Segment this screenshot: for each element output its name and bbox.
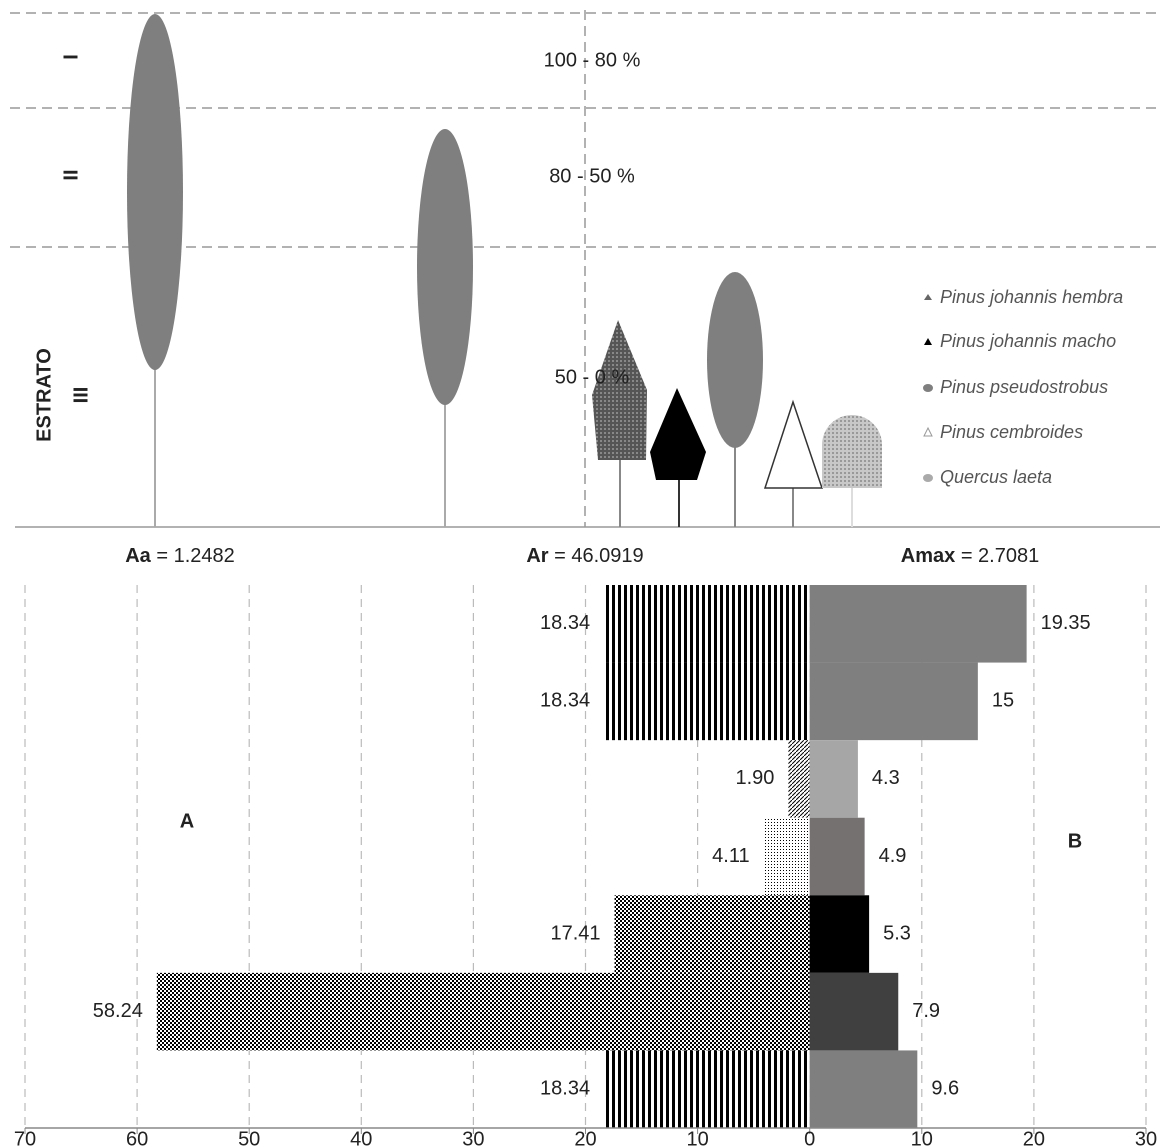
legend-icons	[923, 294, 933, 482]
side-label: A	[180, 810, 194, 832]
value-label: 17.41	[550, 922, 600, 944]
bar	[809, 1050, 918, 1128]
legend-label: Pinus johannis hembra	[940, 287, 1123, 307]
plot: 70 60 50 40 30 20 10 0 10 20 30 18.34 18.34 1.90 4.11 1…	[14, 585, 1157, 1148]
bar	[604, 1050, 810, 1128]
legend-label: Pinus johannis macho	[940, 331, 1116, 351]
x-tick-label: 30	[462, 1128, 484, 1148]
value-label: 58.24	[93, 1000, 143, 1022]
bar	[809, 662, 978, 741]
value-label: 18.34	[540, 612, 590, 634]
trees	[127, 14, 882, 527]
value-label: 4.9	[879, 845, 907, 867]
index-value: = 1.2482	[156, 545, 234, 567]
bar	[604, 662, 810, 741]
x-tick-label: 50	[238, 1128, 260, 1148]
bar	[809, 740, 858, 818]
range-label: 50 - 0 %	[555, 366, 630, 388]
bar	[604, 585, 810, 663]
x-tick-label: 10	[911, 1128, 933, 1148]
x-tick-label: 40	[350, 1128, 372, 1148]
index-name: Ar	[526, 545, 548, 567]
legend-label: Quercus laeta	[940, 467, 1052, 487]
stratum-title: ESTRATO	[33, 348, 55, 442]
value-label: 18.34	[540, 1077, 590, 1099]
value-label: 1.90	[735, 767, 774, 789]
bar	[809, 895, 870, 973]
side-label: B	[1068, 830, 1082, 852]
range-label: 100 - 80 %	[544, 49, 641, 71]
x-tick-label: 10	[686, 1128, 708, 1148]
value-label: 4.3	[872, 767, 900, 789]
value-label: 15	[992, 690, 1014, 712]
bar	[156, 972, 810, 1051]
x-tick-label: 60	[126, 1128, 148, 1148]
stratum-label: I	[60, 54, 82, 60]
legend-label: Pinus pseudostrobus	[940, 377, 1108, 397]
value-label: 9.6	[931, 1077, 959, 1099]
value-label: 4.11	[712, 845, 749, 867]
bar	[788, 740, 810, 818]
index-value: = 2.7081	[961, 545, 1039, 567]
index-label: Ar = 46.0919	[526, 545, 643, 567]
index-value: = 46.0919	[554, 545, 644, 567]
index-label: Aa = 1.2482	[125, 545, 235, 567]
index-name: Aa	[125, 545, 151, 567]
index-name: Amax	[901, 545, 955, 567]
x-tick-label: 30	[1135, 1128, 1157, 1148]
x-tick-label: 20	[574, 1128, 596, 1148]
range-label: 80 - 50 %	[549, 165, 635, 187]
value-label: 19.35	[1041, 612, 1091, 634]
bar	[809, 585, 1027, 663]
value-label: 5.3	[883, 922, 911, 944]
stratum-label: III	[70, 387, 92, 404]
bar	[809, 972, 899, 1051]
x-tick-label: 0	[804, 1128, 815, 1148]
bar	[614, 895, 810, 973]
bar	[763, 817, 810, 896]
x-tick-label: 70	[14, 1128, 36, 1148]
index-label: Amax = 2.7081	[901, 545, 1039, 567]
profile	[10, 10, 1160, 527]
stratum-label: II	[60, 169, 82, 180]
bar	[809, 817, 865, 896]
value-label: 7.9	[912, 1000, 940, 1022]
value-label: 18.34	[540, 690, 590, 712]
x-tick-label: 20	[1023, 1128, 1045, 1148]
legend-label: Pinus cembroides	[940, 422, 1083, 442]
